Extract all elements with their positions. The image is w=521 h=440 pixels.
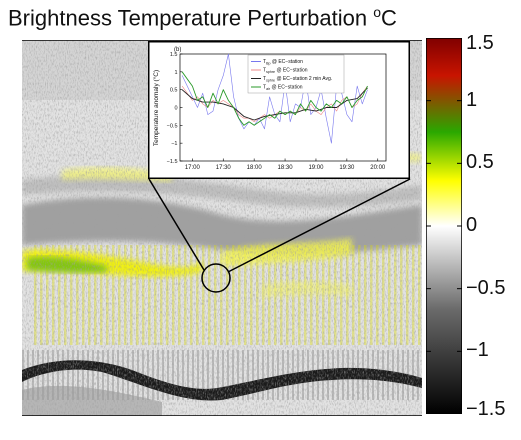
zoom-line-right <box>227 178 411 273</box>
zoom-line-left <box>148 178 205 271</box>
x-tick-label: 19:30 <box>339 165 355 171</box>
legend-sub: Bp <box>266 62 270 66</box>
figure-title: Brightness Temperature Perturbation oC <box>8 4 428 31</box>
legend-rest: @ EC−station <box>270 59 303 65</box>
x-tick-label: 19:00 <box>308 165 324 171</box>
colorbar-tick-label: 0.5 <box>466 151 494 174</box>
colorbar-tick-label: −1.5 <box>466 398 506 420</box>
legend-main: T <box>263 76 266 82</box>
colorbar-tick-label: −1 <box>466 339 489 362</box>
y-ticks: 1.5 1 0.5 0 −0.5 −1 −1.5 <box>167 52 183 165</box>
x-ticks: 17:00 17:30 18:00 18:30 19:00 19:30 20:00 <box>185 158 386 171</box>
legend-sub: sphre <box>266 70 275 74</box>
legend-box <box>247 54 345 94</box>
x-tick-label: 17:00 <box>185 165 201 171</box>
series-line-3 <box>181 71 368 126</box>
zoom-circle <box>201 263 231 293</box>
series-layer <box>181 53 368 144</box>
y-tick-label: 0.5 <box>170 88 178 94</box>
legend-rest: @ EC−station <box>275 68 308 74</box>
y-tick-label: −1.5 <box>167 159 178 165</box>
y-axis-label: Temperature anomaly (°C) <box>152 70 160 146</box>
title-unit: C <box>381 5 397 31</box>
legend-entry: Tair @ EC−station <box>263 85 303 92</box>
y-tick-label: 1.5 <box>170 52 178 58</box>
colorbar-tick-label: 0 <box>466 214 478 236</box>
colorbar <box>426 38 462 414</box>
y-tick-label: 0 <box>174 106 177 112</box>
y-tick-label: −1 <box>171 141 177 147</box>
series-line-2 <box>181 87 368 121</box>
y-tick-label: 1 <box>174 70 177 76</box>
colorbar-tick-label: −0.5 <box>466 276 506 299</box>
colorbar-tick-label: 1 <box>466 88 478 111</box>
legend-entry: Tsphre @ EC−station 2 min Avg. <box>263 76 332 83</box>
legend-main: T <box>263 59 266 65</box>
title-text: Brightness Temperature Perturbation <box>8 5 368 31</box>
legend-entry: Tsphre @ EC−station <box>263 68 308 75</box>
legend-entry: TBp @ EC−station <box>263 59 303 66</box>
x-tick-label: 17:30 <box>216 165 232 171</box>
title-unit-sup: o <box>373 4 382 20</box>
legend-main: T <box>263 85 266 91</box>
x-tick-label: 18:30 <box>278 165 294 171</box>
legend-rest: @ EC−station 2 min Avg. <box>275 76 332 82</box>
x-tick-label: 18:00 <box>247 165 263 171</box>
y-tick-label: −0.5 <box>167 123 178 129</box>
panel-label: (b) <box>174 47 181 53</box>
legend-main: T <box>263 68 266 74</box>
colorbar-tick-label: 1.5 <box>466 32 494 54</box>
legend-sub: air <box>266 87 271 91</box>
series-line-1 <box>181 85 368 123</box>
inset-chart: (b) 1.5 1 0.5 0 −0.5 −1 −1.5 17:00 17:30 18:00 18… <box>148 41 410 179</box>
legend-rest: @ EC−station <box>270 85 303 91</box>
legend-sub: sphre <box>266 79 275 83</box>
x-tick-label: 20:00 <box>370 165 386 171</box>
